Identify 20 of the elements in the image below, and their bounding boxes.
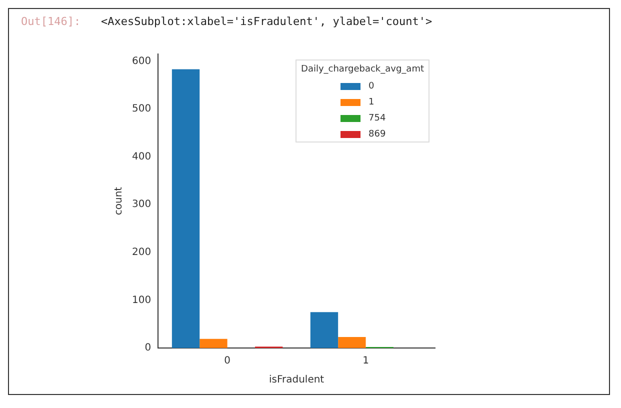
y-tick-label: 200 — [132, 246, 152, 258]
bar — [310, 312, 338, 348]
y-tick-label: 100 — [132, 294, 152, 306]
y-tick-label: 300 — [132, 199, 152, 210]
bar — [338, 337, 366, 348]
legend-label: 0 — [368, 81, 375, 92]
y-tick-label: 500 — [132, 104, 152, 115]
legend-title: Daily_chargeback_avg_amt — [301, 64, 424, 74]
legend-label: 1 — [368, 97, 374, 108]
text: <AxesSubplot:xlabel='isFradulent', ylabel='count'> — [101, 15, 432, 28]
legend-label: 754 — [368, 113, 386, 124]
text: Out[146]: — [21, 15, 81, 28]
legend-label: 869 — [368, 129, 386, 140]
y-axis-title: count — [114, 186, 125, 216]
bar — [172, 69, 200, 348]
y-tick-label: 600 — [132, 56, 152, 67]
bar — [200, 338, 228, 348]
x-axis-title: isFradulent — [268, 374, 324, 386]
y-tick-label: 0 — [144, 342, 152, 354]
y-tick-label: 400 — [132, 151, 152, 162]
